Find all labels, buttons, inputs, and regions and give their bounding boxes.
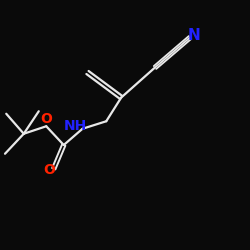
Text: O: O: [40, 112, 52, 126]
Text: NH: NH: [64, 119, 87, 133]
Text: N: N: [188, 28, 200, 43]
Text: O: O: [43, 163, 55, 177]
